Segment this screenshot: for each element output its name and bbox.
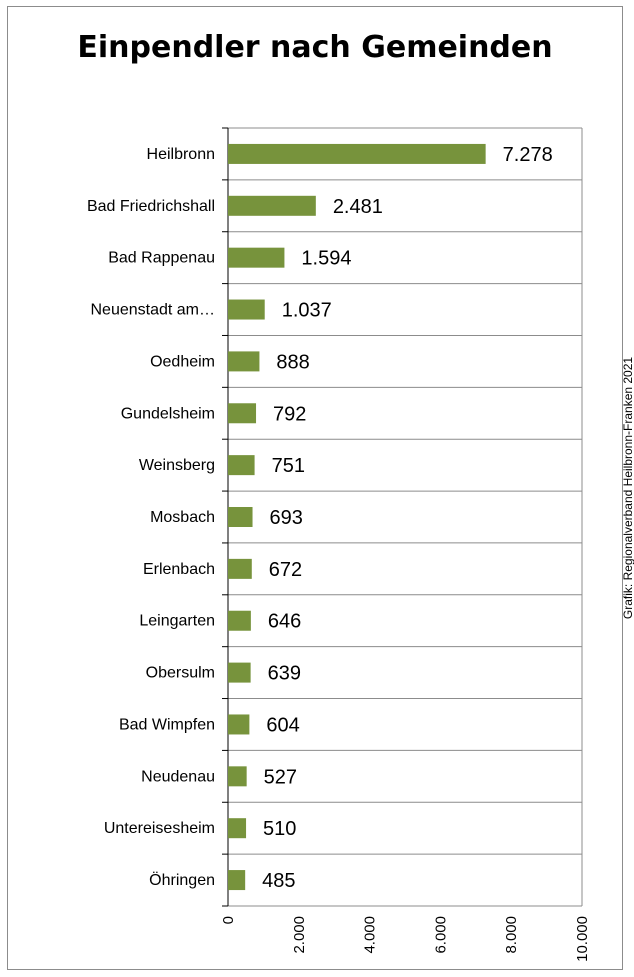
- x-tick-label: 0: [220, 916, 237, 924]
- bar: [228, 195, 316, 216]
- category-label: Bad Friedrichshall: [87, 198, 215, 215]
- category-label: Leingarten: [139, 613, 215, 630]
- category-label: Obersulm: [146, 665, 215, 682]
- category-label: Erlenbach: [143, 561, 215, 578]
- bar: [228, 299, 265, 320]
- category-label: Mosbach: [150, 509, 215, 526]
- value-label: 510: [263, 818, 296, 840]
- value-label: 1.594: [301, 248, 351, 270]
- bar: [228, 507, 253, 527]
- x-tick-label: 2.000: [291, 916, 308, 954]
- value-label: 527: [264, 766, 297, 788]
- bar: [228, 143, 486, 164]
- category-label: Untereisesheim: [104, 820, 215, 837]
- category-label: Bad Rappenau: [108, 250, 215, 267]
- x-tick-label: 6.000: [432, 916, 449, 954]
- value-label: 792: [273, 403, 306, 425]
- x-tick-label: 8.000: [503, 916, 520, 954]
- category-label: Weinsberg: [139, 457, 215, 474]
- category-label: Bad Wimpfen: [119, 716, 215, 733]
- category-label: Neuenstadt am…: [90, 302, 215, 319]
- value-label: 672: [269, 559, 302, 581]
- bar: [228, 870, 246, 891]
- category-label: Oedheim: [150, 353, 215, 370]
- value-label: 639: [268, 663, 301, 685]
- category-label: Neudenau: [141, 768, 215, 785]
- bar: [228, 558, 252, 579]
- value-label: 604: [266, 714, 299, 736]
- value-label: 7.278: [503, 144, 553, 166]
- category-label: Heilbronn: [147, 146, 215, 163]
- bar: [228, 714, 250, 735]
- bar: [228, 351, 260, 372]
- value-label: 751: [272, 455, 305, 477]
- bar: [228, 610, 251, 631]
- category-label: Öhringen: [149, 871, 215, 889]
- x-tick-label: 10.000: [574, 916, 591, 962]
- value-label: 485: [262, 870, 295, 892]
- bar: [228, 818, 247, 839]
- chart-frame: [7, 6, 623, 970]
- value-label: 1.037: [282, 300, 332, 322]
- category-label: Gundelsheim: [121, 405, 215, 422]
- value-label: 693: [270, 507, 303, 529]
- bar: [228, 403, 257, 424]
- value-label: 646: [268, 611, 301, 633]
- x-tick-label: 4.000: [362, 916, 379, 954]
- value-label: 2.481: [333, 196, 383, 218]
- bar: [228, 662, 251, 683]
- chart-title: Einpendler nach Gemeinden: [77, 30, 553, 65]
- bar: [228, 247, 285, 268]
- value-label: 888: [276, 351, 309, 373]
- bar: [228, 766, 247, 787]
- bar: [228, 455, 255, 476]
